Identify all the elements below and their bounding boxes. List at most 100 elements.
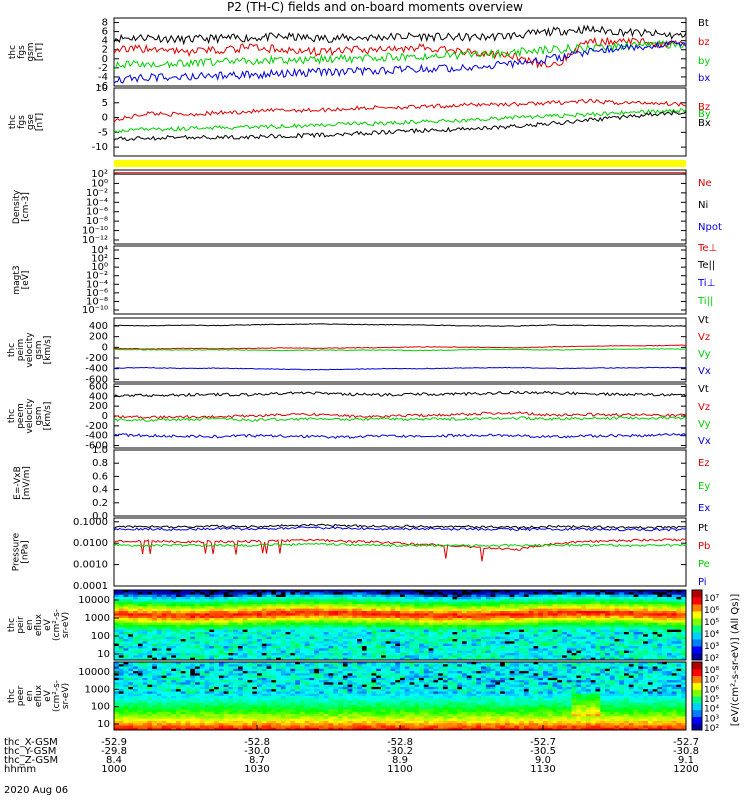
heatmap-cell — [209, 615, 215, 619]
heatmap-cell — [566, 590, 572, 593]
heatmap-cell — [233, 646, 239, 649]
heatmap-cell — [342, 646, 348, 649]
heatmap-cell — [352, 604, 358, 607]
heatmap-cell — [128, 666, 134, 670]
heatmap-cell — [428, 666, 434, 670]
heatmap-cell — [376, 653, 382, 656]
heatmap-cell — [156, 671, 162, 674]
heatmap-cell — [171, 653, 177, 656]
heatmap-cell — [185, 671, 191, 674]
heatmap-cell — [347, 673, 353, 676]
heatmap-cell — [323, 613, 329, 616]
heatmap-cell — [237, 632, 243, 635]
heatmap-cell — [309, 662, 315, 665]
heatmap-cell — [328, 641, 334, 644]
heatmap-cell — [133, 639, 139, 642]
heatmap-cell — [662, 664, 668, 667]
heatmap-cell — [647, 655, 653, 658]
heatmap-cell — [266, 653, 272, 656]
heatmap-cell — [485, 643, 491, 647]
heatmap-cell — [543, 643, 549, 647]
heatmap-cell — [342, 606, 348, 609]
heatmap-cell — [576, 632, 582, 635]
heatmap-cell — [199, 608, 205, 612]
heatmap-cell — [180, 608, 186, 612]
heatmap-cell — [438, 611, 444, 614]
heatmap-cell — [285, 682, 291, 685]
heatmap-cell — [223, 675, 229, 679]
heatmap-cell — [257, 590, 263, 593]
heatmap-cell — [604, 657, 611, 661]
heatmap-cell — [523, 664, 529, 667]
heatmap-cell — [376, 650, 382, 654]
heatmap-cell — [290, 673, 296, 676]
heatmap-cell — [156, 673, 162, 676]
heatmap-cell — [576, 666, 582, 670]
heatmap-cell — [352, 639, 358, 642]
heatmap-cell — [681, 629, 687, 633]
heatmap-cell — [314, 673, 320, 676]
heatmap-cell — [266, 671, 272, 674]
heatmap-cell — [218, 634, 224, 637]
heatmap-cell — [514, 625, 520, 628]
heatmap-cell — [538, 622, 544, 626]
heatmap-cell — [585, 680, 591, 683]
heatmap-cell — [519, 590, 525, 593]
heatmap-cell — [285, 680, 291, 683]
heatmap-cell — [576, 625, 582, 628]
heatmap-cell — [562, 627, 568, 630]
heatmap-cell — [271, 592, 277, 595]
heatmap-cell — [175, 632, 182, 635]
heatmap-cell — [261, 677, 267, 681]
heatmap-cell — [452, 590, 458, 593]
heatmap-cell — [643, 620, 649, 623]
heatmap-cell — [228, 618, 234, 621]
heatmap-cell — [276, 601, 282, 605]
heatmap-cell — [523, 627, 529, 630]
heatmap-cell — [624, 657, 630, 661]
heatmap-cell — [500, 664, 506, 667]
heatmap-cell — [199, 590, 205, 593]
heatmap-cell — [609, 639, 615, 642]
legend-entry: Ez — [698, 458, 710, 469]
heatmap-cell — [657, 641, 663, 644]
heatmap-cell — [204, 650, 210, 654]
heatmap-cell — [552, 632, 558, 635]
series-line-vy — [113, 348, 686, 352]
heatmap-cell — [662, 666, 668, 670]
heatmap-cell — [314, 599, 320, 602]
heatmap-cell — [419, 604, 425, 607]
heatmap-cell — [366, 599, 372, 602]
heatmap-cell — [123, 618, 129, 621]
heatmap-cell — [242, 646, 248, 649]
heatmap-cell — [318, 653, 325, 656]
heatmap-cell — [271, 673, 277, 676]
heatmap-cell — [323, 594, 329, 598]
heatmap-cell — [447, 608, 453, 612]
heatmap-cell — [476, 615, 482, 619]
heatmap-cell — [371, 648, 377, 651]
heatmap-cell — [481, 625, 487, 628]
heatmap-cell — [504, 597, 510, 600]
heatmap-cell — [352, 608, 358, 612]
heatmap-cell — [266, 639, 272, 642]
heatmap-cell — [538, 677, 544, 681]
heatmap-cell — [485, 671, 491, 674]
heatmap-cell — [123, 613, 129, 616]
y-tick-label: 1000 — [85, 613, 110, 624]
heatmap-cell — [557, 629, 563, 633]
heatmap-cell — [428, 648, 434, 651]
heatmap-cell — [519, 641, 525, 644]
heatmap-cell — [261, 632, 267, 635]
heatmap-cell — [128, 664, 134, 667]
heatmap-cell — [523, 641, 529, 644]
heatmap-cell — [237, 664, 243, 667]
heatmap-cell — [257, 662, 263, 665]
heatmap-cell — [624, 590, 630, 593]
heatmap-cell — [585, 618, 591, 621]
heatmap-cell — [247, 639, 253, 642]
heatmap-cell — [171, 632, 177, 635]
heatmap-cell — [338, 639, 344, 642]
heatmap-cell — [280, 641, 286, 644]
heatmap-cell — [585, 636, 591, 640]
